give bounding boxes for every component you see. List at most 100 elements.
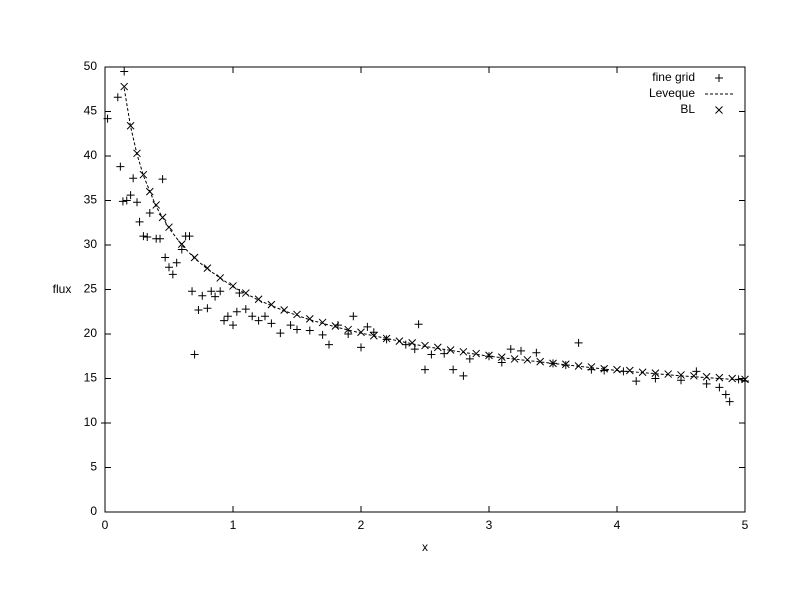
fine-grid-point — [357, 343, 365, 352]
bl-point — [305, 315, 314, 323]
fine-grid-point — [156, 234, 165, 243]
fine-grid-point — [168, 270, 177, 279]
bl-point — [638, 368, 647, 377]
legend-label: Leveque — [649, 86, 695, 100]
fine-grid-point — [135, 217, 144, 226]
fine-grid-point — [349, 312, 358, 321]
fine-grid-point — [232, 307, 241, 316]
y-tick-label: 45 — [84, 104, 98, 118]
y-tick-label: 50 — [84, 59, 98, 73]
bl-point — [587, 363, 596, 371]
fine-grid-point — [120, 67, 129, 76]
bl-point — [715, 373, 724, 382]
fine-grid-point — [369, 328, 378, 337]
bl-point — [446, 346, 455, 354]
bl-point — [216, 274, 225, 282]
fine-grid-point — [305, 326, 314, 335]
fine-grid-point — [116, 162, 125, 171]
fine-grid-point — [702, 379, 711, 388]
bl-point — [497, 353, 506, 361]
bl-point — [267, 300, 276, 309]
bl-point — [625, 366, 634, 375]
bl-point — [203, 264, 212, 272]
fine-grid-point — [145, 208, 154, 217]
y-tick-label: 40 — [84, 148, 98, 162]
x-tick-label: 3 — [486, 518, 493, 532]
bl-point — [145, 187, 154, 196]
bl-point — [408, 339, 417, 347]
bl-point — [421, 341, 429, 350]
fine-grid-point — [600, 366, 609, 375]
fine-grid-point — [532, 348, 541, 357]
fine-grid-point — [677, 376, 685, 385]
fine-grid-point — [203, 304, 212, 313]
bl-point — [293, 310, 301, 319]
fine-grid-point — [177, 245, 186, 254]
legend-label: fine grid — [652, 70, 695, 84]
bl-point — [165, 223, 173, 232]
fine-grid-point — [267, 319, 276, 328]
y-axis-label: flux — [53, 282, 72, 296]
bl-point — [382, 334, 391, 343]
bl-point — [574, 362, 583, 370]
bl-point — [664, 370, 673, 378]
x-tick-label: 0 — [102, 518, 109, 532]
fine-grid-point — [188, 287, 197, 296]
fine-grid-point — [421, 365, 429, 374]
fine-grid-point — [129, 174, 138, 183]
fine-grid-point — [692, 367, 701, 376]
y-tick-label: 35 — [84, 193, 98, 207]
fine-grid-point — [497, 358, 506, 367]
fine-grid-point — [185, 232, 194, 241]
fine-grid-point — [143, 232, 152, 241]
bl-point — [331, 322, 340, 330]
bl-point — [229, 282, 237, 290]
fine-grid-point — [198, 291, 207, 300]
bl-point — [139, 170, 148, 179]
y-tick-label: 25 — [84, 282, 98, 296]
bl-point — [561, 360, 570, 369]
fine-grid-point — [449, 365, 458, 374]
fine-grid-point — [118, 197, 127, 206]
y-tick-label: 30 — [84, 237, 98, 251]
fine-grid-point — [190, 350, 199, 359]
y-tick-label: 10 — [84, 415, 98, 429]
bl-point — [536, 357, 545, 366]
bl-point — [344, 325, 353, 334]
fine-grid-point — [574, 338, 583, 347]
legend-swatch — [715, 106, 723, 114]
fine-grid-point — [248, 312, 257, 321]
bl-point — [523, 355, 532, 364]
bl-point — [741, 375, 749, 384]
fine-grid-point — [715, 383, 724, 392]
fine-grid-point — [165, 263, 173, 272]
bl-point — [651, 369, 660, 378]
legend-swatch — [715, 74, 723, 82]
bl-point — [613, 365, 621, 374]
fine-grid-point — [721, 390, 730, 399]
fine-grid-point — [101, 419, 109, 427]
y-tick-label: 20 — [84, 326, 98, 340]
fine-grid-point — [414, 320, 423, 329]
fine-grid-point — [103, 114, 112, 123]
fine-grid-point — [172, 258, 181, 267]
fine-grid-point — [161, 253, 170, 262]
fine-grid-point — [126, 191, 135, 200]
fine-grid-point — [216, 287, 225, 296]
bl-point — [677, 371, 685, 379]
bl-point — [177, 240, 186, 248]
bl-point — [369, 331, 378, 340]
fine-grid-point — [293, 325, 301, 334]
bl-point — [120, 82, 129, 91]
bl-point — [158, 213, 167, 222]
x-tick-label: 2 — [358, 518, 365, 532]
fine-grid-point — [325, 340, 333, 349]
bl-point — [689, 371, 698, 380]
bl-point — [702, 372, 711, 381]
bl-point — [728, 374, 737, 383]
fine-grid-point — [220, 316, 229, 325]
bl-point — [152, 201, 161, 209]
fine-grid-point — [632, 377, 641, 386]
